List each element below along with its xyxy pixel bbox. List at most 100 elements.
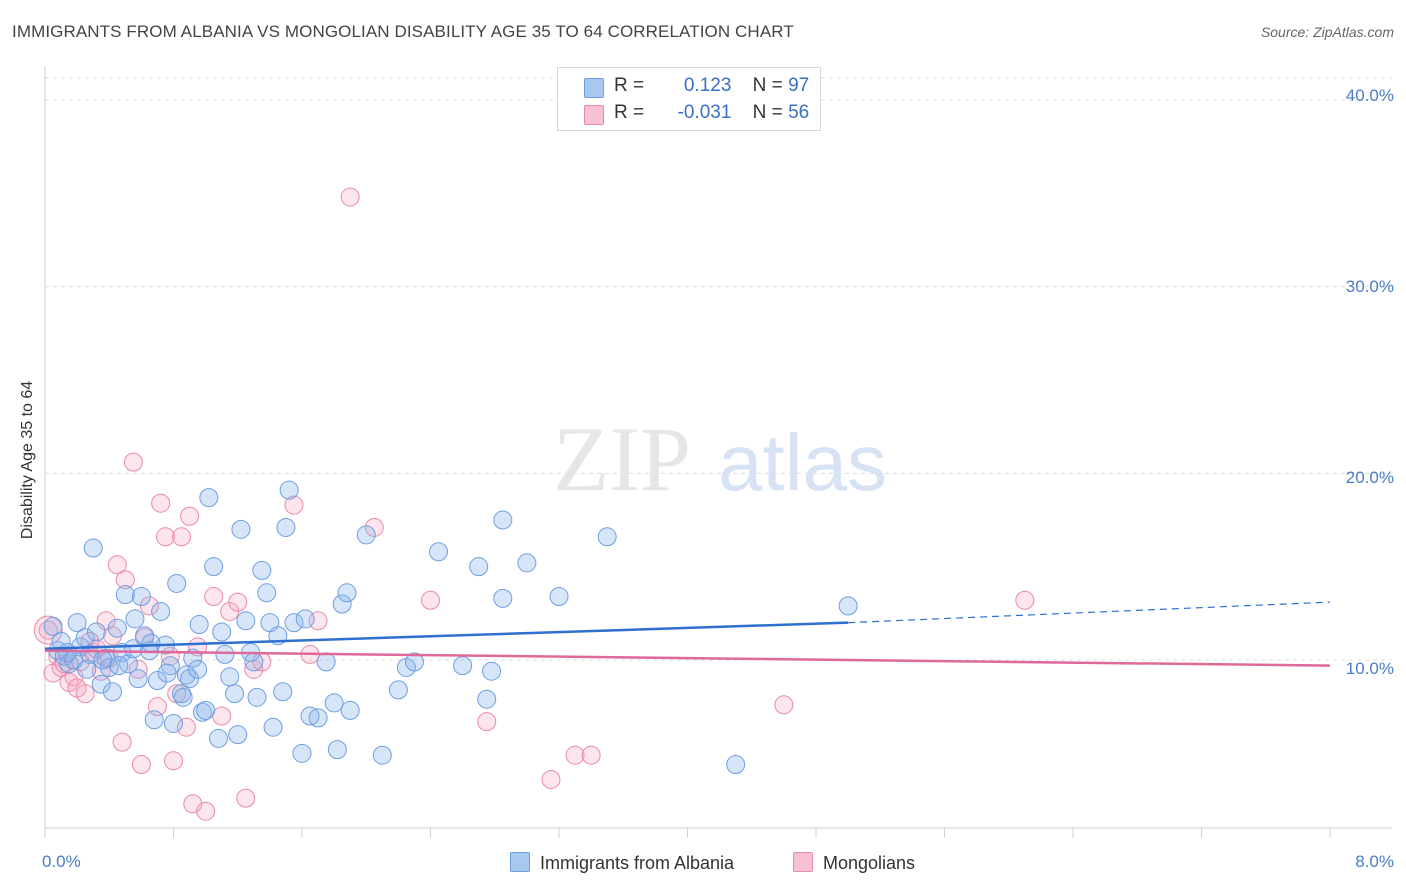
data-point [151,493,171,513]
x-tick-min: 0.0% [42,852,81,871]
data-point [228,725,248,745]
bottom-legend-label-albania: Immigrants from Albania [540,853,735,873]
data-point [220,667,240,687]
legend-swatch-blue [584,78,604,98]
data-point [388,680,408,700]
data-point-cluster [33,615,63,645]
data-point [167,684,187,704]
data-point [107,618,127,638]
data-point [83,538,103,558]
data-point [212,706,232,726]
data-point [155,527,175,547]
legend-r-value: 0.123 [683,75,732,96]
legend-r-value: -0.031 [677,102,732,123]
legend-n-label: N = [752,102,783,123]
data-point [284,613,304,633]
data-point [208,728,228,748]
data-point [477,712,497,732]
data-point [404,652,424,672]
legend-r-label: R = [614,102,645,123]
y-tick-20: 20.0% [1345,468,1394,487]
bottom-swatch-blue [510,852,530,872]
data-point [324,693,344,713]
data-point [99,657,119,677]
trend-lines [44,601,1331,667]
data-point [115,570,135,590]
data-point [43,616,63,636]
data-point [247,687,267,707]
data-point [273,682,293,702]
legend-n-value: 97 [788,75,810,96]
data-point [597,527,617,547]
y-axis-label: Disability Age 35 to 64 [19,380,36,540]
data-point [123,452,143,472]
data-point [231,519,251,539]
data-point [838,596,858,616]
data-point [157,663,177,683]
data-point [493,510,513,530]
data-point [167,573,187,593]
data-point [131,587,151,607]
legend-text-mongolians: R = -0.031 N = 56 [614,102,809,124]
legend-r-label: R = [614,75,645,96]
data-point [292,743,312,763]
data-point [279,480,299,500]
y-tick-10: 10.0% [1345,659,1394,678]
data-point [91,674,111,694]
data-point [565,745,585,765]
x-tick-max: 8.0% [1355,852,1394,871]
data-point [188,659,208,679]
data-point [86,622,106,642]
data-point [199,488,219,508]
data-point [493,588,513,608]
legend-text-albania: R = 0.123 N = 97 [614,75,809,97]
data-point [340,187,360,207]
data-point [726,755,746,775]
data-point [276,517,296,537]
data-point [147,671,167,691]
data-point [517,553,537,573]
data-point [67,613,87,633]
data-point [125,609,145,629]
data-point [176,717,196,737]
data-point [225,684,245,704]
data-point [549,587,569,607]
data-point [102,682,122,702]
data-point [581,745,601,765]
data-point [141,633,161,653]
data-point [228,592,248,612]
bottom-legend-albania: Immigrants from Albania [510,852,734,874]
y-tick-30: 30.0% [1345,277,1394,296]
bottom-legend-label-mongolians: Mongolians [823,853,916,873]
data-point [308,708,328,728]
data-point [257,583,277,603]
data-point [93,650,113,670]
data-point [372,745,392,765]
data-point [204,587,224,607]
mongolians-points [33,187,1035,821]
data-point [482,661,502,681]
data-point [192,702,212,722]
bottom-legend-mongolians: Mongolians [793,852,915,874]
data-point [541,769,561,789]
legend-swatch-pink [584,105,604,125]
legend-n-value: 56 [788,102,810,123]
data-point [340,700,360,720]
data-point [337,583,357,603]
data-point [236,788,256,808]
legend-n-label: N = [752,75,783,96]
data-point [429,542,449,562]
data-point [77,659,97,679]
data-point [263,717,283,737]
data-point [123,639,143,659]
trend-line-mongolians [44,649,1331,667]
trend-line-albania-dashed [848,601,1331,624]
data-point [1015,590,1035,610]
chart-title: IMMIGRANTS FROM ALBANIA VS MONGOLIAN DIS… [12,22,794,41]
data-point [316,652,336,672]
data-point [176,665,196,685]
data-point [75,684,95,704]
data-point [244,652,264,672]
albania-points [43,480,858,775]
